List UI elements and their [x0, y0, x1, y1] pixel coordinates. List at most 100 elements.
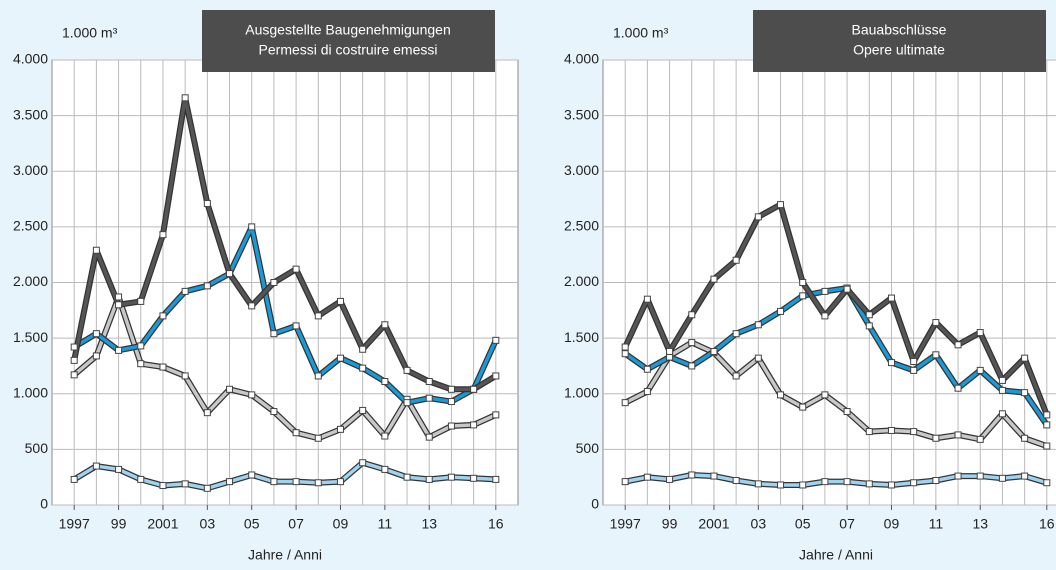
marker — [70, 475, 78, 483]
x-tick-label: 16 — [488, 516, 504, 532]
marker — [976, 366, 984, 374]
marker — [492, 336, 500, 344]
marker — [203, 200, 211, 208]
marker — [203, 409, 211, 417]
x-tick-label: 13 — [421, 516, 437, 532]
marker — [777, 307, 785, 315]
marker — [336, 478, 344, 486]
marker — [954, 384, 962, 392]
marker — [92, 330, 100, 338]
line — [73, 295, 497, 440]
marker — [887, 359, 895, 367]
line — [624, 340, 1048, 448]
line — [73, 460, 496, 491]
x-tick-label: 05 — [244, 516, 260, 532]
marker — [447, 422, 455, 430]
marker — [865, 322, 873, 330]
y-tick-label: 500 — [25, 440, 49, 456]
marker — [643, 473, 651, 481]
marker — [910, 428, 918, 436]
marker — [843, 478, 851, 486]
marker — [181, 480, 189, 488]
marker — [821, 391, 829, 399]
marker — [115, 346, 123, 354]
marker — [292, 322, 300, 330]
chart-subtitle: Opere ultimate — [853, 42, 945, 58]
marker — [932, 351, 940, 359]
marker — [954, 341, 962, 349]
marker — [954, 431, 962, 439]
marker — [976, 435, 984, 443]
marker — [998, 386, 1006, 394]
x-tick-label: 2001 — [147, 516, 178, 532]
marker — [710, 347, 718, 355]
marker — [976, 329, 984, 337]
x-tick-label: 99 — [662, 516, 678, 532]
marker — [777, 481, 785, 489]
marker — [425, 378, 433, 386]
marker — [226, 385, 234, 393]
x-tick-label: 16 — [1039, 516, 1055, 532]
x-tick-label: 11 — [378, 516, 393, 532]
marker — [314, 479, 322, 487]
marker — [1021, 434, 1029, 442]
marker — [248, 223, 256, 231]
y-tick-label: 1.000 — [564, 384, 599, 400]
y-tick-label: 2.000 — [564, 273, 599, 289]
marker — [447, 473, 455, 481]
marker — [359, 345, 367, 353]
marker — [1043, 411, 1051, 419]
marker — [910, 479, 918, 487]
marker — [359, 406, 367, 414]
marker — [336, 297, 344, 305]
title-box — [202, 10, 495, 72]
y-tick-label: 3.500 — [13, 106, 48, 122]
marker — [643, 388, 651, 396]
marker — [381, 465, 389, 473]
marker — [998, 410, 1006, 418]
marker — [115, 301, 123, 309]
line — [72, 96, 497, 392]
marker — [492, 475, 500, 483]
chart-title: Bauabschlüsse — [852, 22, 947, 38]
marker — [270, 330, 278, 338]
y-tick-label: 3.000 — [13, 162, 48, 178]
marker — [843, 285, 851, 293]
marker — [248, 471, 256, 479]
marker — [754, 321, 762, 329]
marker — [492, 372, 500, 380]
marker — [403, 366, 411, 374]
marker — [403, 473, 411, 481]
marker — [821, 287, 829, 295]
x-tick-label: 09 — [333, 516, 349, 532]
marker — [381, 378, 389, 386]
marker — [732, 372, 740, 380]
marker — [270, 279, 278, 286]
marker — [292, 478, 300, 486]
marker — [754, 354, 762, 362]
marker — [688, 471, 696, 479]
marker — [470, 474, 478, 482]
x-tick-label: 07 — [839, 516, 855, 532]
x-tick-label: 09 — [884, 516, 900, 532]
marker — [314, 434, 322, 442]
marker — [336, 425, 344, 433]
marker — [137, 342, 145, 350]
marker — [314, 372, 322, 380]
marker — [70, 356, 78, 364]
marker — [226, 270, 234, 278]
y-tick-label: 4.000 — [13, 51, 48, 67]
y-tick-label: 2.500 — [564, 218, 599, 234]
line — [624, 473, 1048, 487]
y-unit-label: 1.000 m³ — [62, 25, 118, 41]
marker — [470, 421, 478, 429]
marker — [70, 371, 78, 379]
x-tick-label: 99 — [111, 516, 127, 532]
line — [73, 225, 498, 405]
marker — [492, 411, 500, 419]
marker — [621, 399, 629, 407]
marker — [954, 472, 962, 480]
marker — [470, 385, 478, 393]
marker — [270, 408, 278, 416]
marker — [666, 347, 674, 355]
